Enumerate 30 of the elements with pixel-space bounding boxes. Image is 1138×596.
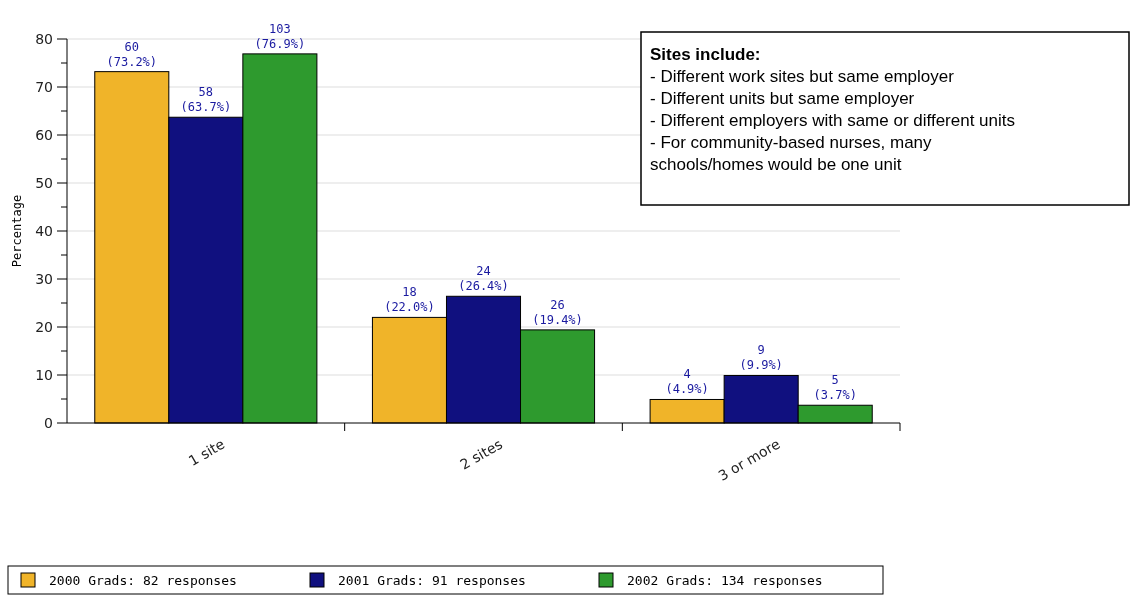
data-label: 103 (76.9%) xyxy=(254,21,306,51)
data-label: 60 (73.2%) xyxy=(106,39,158,69)
y-tick-label: 30 xyxy=(35,270,53,287)
annotation: Sites include: xyxy=(650,45,761,64)
annotation: - For community-based nurses, many xyxy=(650,133,933,152)
x-tick-label: 1 site xyxy=(185,435,228,469)
annotation: - Different employers with same or different units xyxy=(650,111,1016,130)
y-axis-title: Percentage xyxy=(10,194,24,268)
y-tick-label: 70 xyxy=(35,78,53,95)
legend-label: 2000 Grads: 82 responses xyxy=(49,572,237,588)
data-label: 26 (19.4%) xyxy=(532,297,583,327)
y-tick-label: 50 xyxy=(35,174,53,191)
annotation: - Different work sites but same employer xyxy=(650,67,955,86)
data-label: 9 (9.9%) xyxy=(739,343,783,373)
y-tick-label: 80 xyxy=(35,30,53,47)
y-tick-label: 40 xyxy=(35,222,53,239)
annotation: schools/homes would be one unit xyxy=(650,155,902,174)
y-tick-label: 10 xyxy=(35,366,53,383)
legend-label: 2002 Grads: 134 responses xyxy=(627,572,823,588)
data-label: 18 (22.0%) xyxy=(384,285,435,315)
y-tick-label: 60 xyxy=(35,126,53,143)
data-label: 5 (3.7%) xyxy=(813,373,857,403)
data-label: 58 (63.7%) xyxy=(180,85,232,115)
legend-label: 2001 Grads: 91 responses xyxy=(338,572,526,588)
x-tick-label: 2 sites xyxy=(457,435,505,473)
data-label: 4 (4.9%) xyxy=(665,367,709,397)
data-label: 24 (26.4%) xyxy=(458,264,509,294)
annotation: - Different units but same employer xyxy=(650,89,915,108)
y-tick-label: 20 xyxy=(35,318,53,335)
y-tick-label: 0 xyxy=(44,414,53,431)
